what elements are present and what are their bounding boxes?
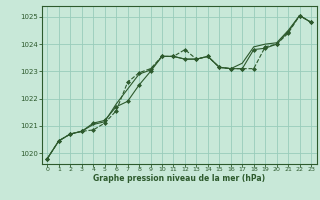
X-axis label: Graphe pression niveau de la mer (hPa): Graphe pression niveau de la mer (hPa) xyxy=(93,174,265,183)
